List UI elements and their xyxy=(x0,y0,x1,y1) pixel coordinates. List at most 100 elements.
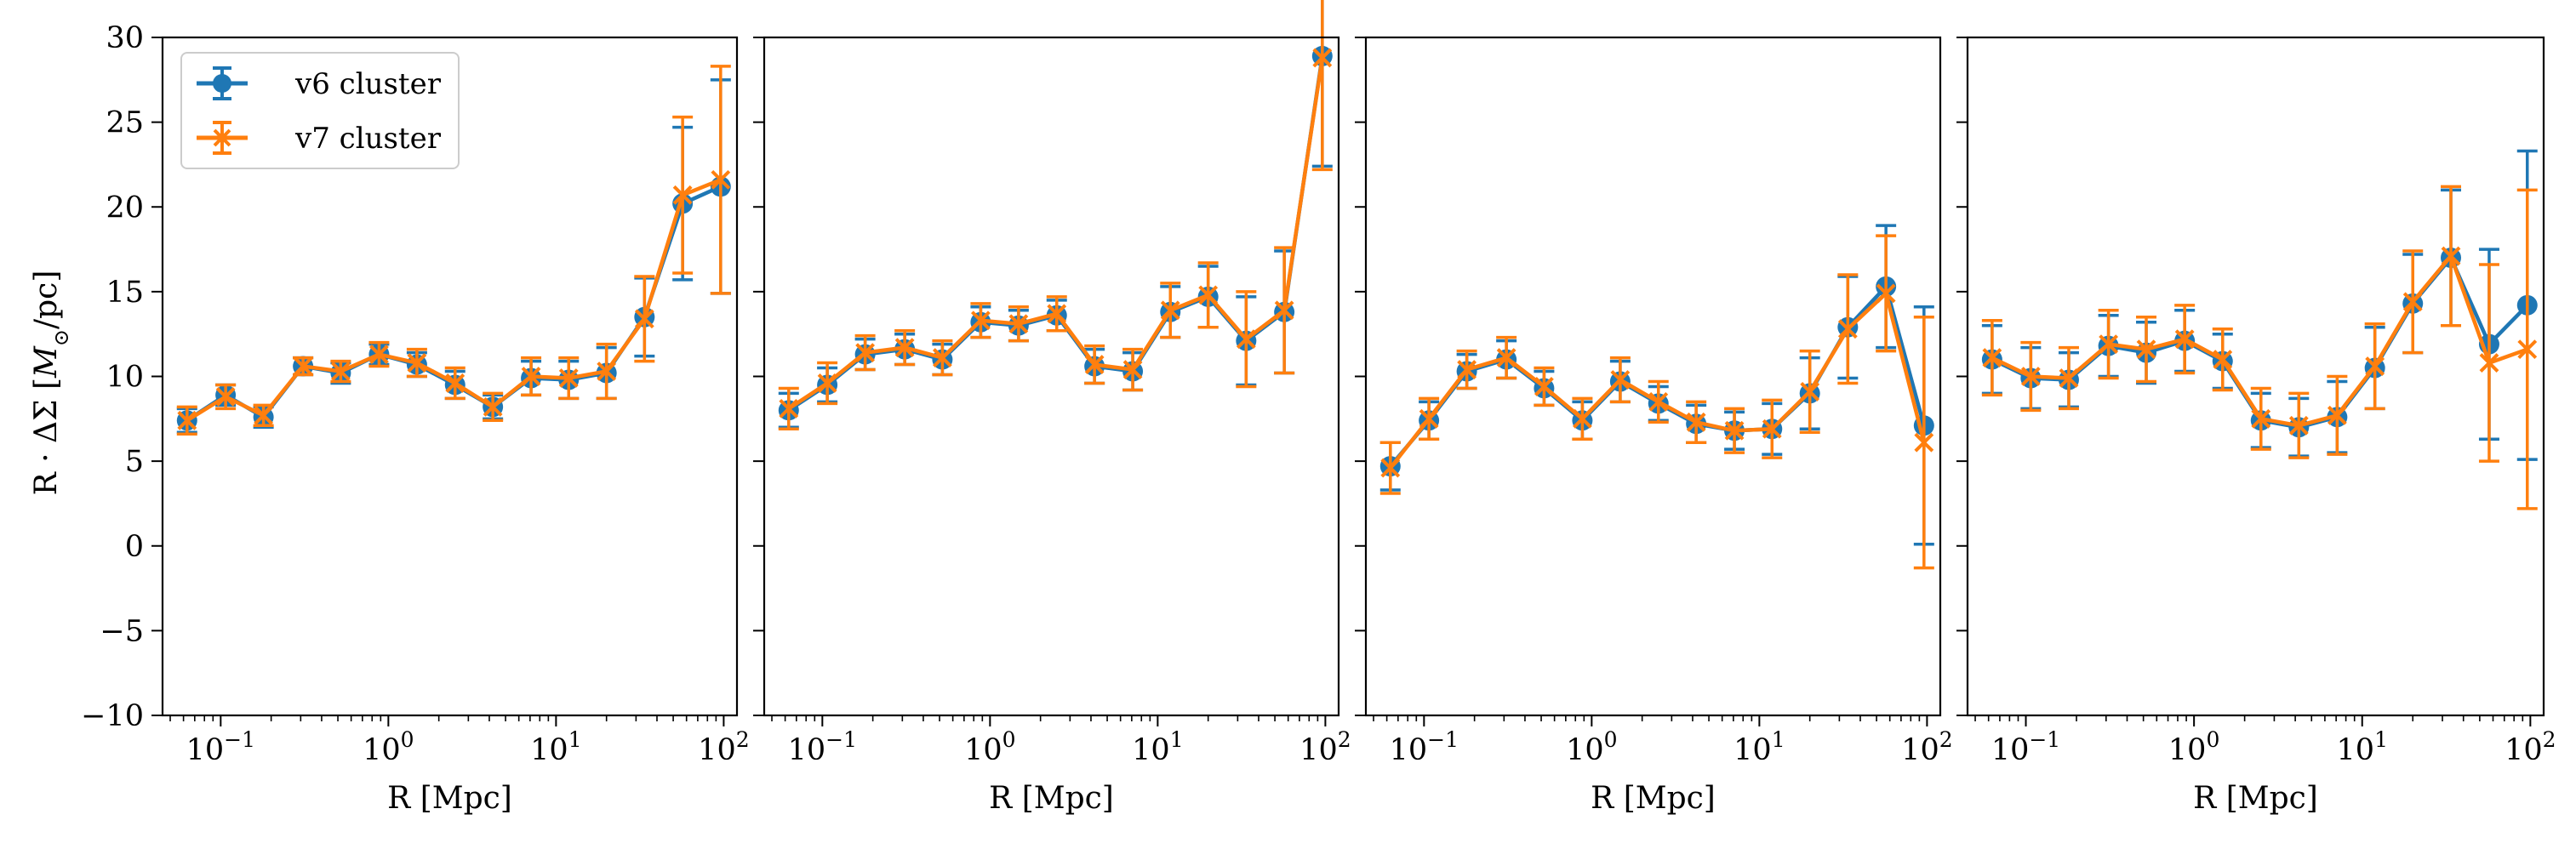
x-tick-label: 101 xyxy=(1132,727,1183,767)
data-point-x xyxy=(293,356,313,376)
series-v7 xyxy=(1981,185,2538,510)
x-tick-label: 101 xyxy=(2337,727,2388,767)
data-point-x xyxy=(2059,368,2079,388)
panel-3: 10−1 100 101 102 R [Mpc] xyxy=(1355,36,1953,816)
data-point-x xyxy=(445,373,466,393)
x-axis-label: R [Mpc] xyxy=(989,781,1114,816)
data-point-x xyxy=(1496,348,1516,367)
series-v7 xyxy=(1379,234,1934,570)
data-point-x xyxy=(368,345,389,365)
x-tick-label: 102 xyxy=(698,727,749,767)
data-point-x xyxy=(2441,246,2461,266)
data-point-x xyxy=(1312,48,1333,68)
data-point-x xyxy=(2174,329,2195,350)
data-point-x xyxy=(2251,408,2271,429)
panel-1: 10−1 100 101 102 −10 −5 0 5 10 15 20 25 30 R [Mpc] xyxy=(81,21,750,816)
legend: v6 cluster v7 cluster xyxy=(180,52,460,169)
x-tick-label: 101 xyxy=(1734,727,1785,767)
x-tick-label: 10−1 xyxy=(186,727,255,767)
data-point-x xyxy=(1800,382,1820,402)
legend-entry-v6: v6 cluster xyxy=(197,66,442,101)
x-tick-label: 100 xyxy=(964,727,1015,767)
data-point-x xyxy=(2213,350,2233,369)
data-point-x xyxy=(177,410,197,430)
data-point-x xyxy=(634,309,654,329)
y-tick-label: 30 xyxy=(106,21,144,55)
data-point-x xyxy=(1084,355,1105,374)
x-tick-label: 100 xyxy=(1566,727,1617,767)
y-tick-label: 0 xyxy=(125,530,144,564)
data-point-x xyxy=(330,362,351,381)
data-point-x xyxy=(2402,292,2423,312)
data-point-x xyxy=(2136,339,2156,360)
x-tick-label: 10−1 xyxy=(1390,727,1459,767)
data-point-x xyxy=(1762,419,1782,439)
data-point-x xyxy=(894,338,915,358)
plot-frame xyxy=(1966,36,2545,717)
data-point-x xyxy=(2365,356,2385,376)
panel-2: 10−1 100 101 102 R [Mpc] xyxy=(753,0,1351,816)
data-point-x xyxy=(1534,377,1554,396)
x-tick-label: 100 xyxy=(363,727,414,767)
data-point-x xyxy=(2517,339,2538,360)
data-point-x xyxy=(1160,300,1180,321)
data-point-x xyxy=(407,353,427,373)
plot-frame xyxy=(161,36,739,717)
data-point-x xyxy=(1008,314,1029,334)
y-axis-label-unit: M xyxy=(29,345,64,379)
data-point-x xyxy=(1876,283,1896,304)
legend-marker-circle xyxy=(213,74,231,93)
x-tick-label: 10−1 xyxy=(1991,727,2060,767)
x-tick-label: 102 xyxy=(1901,727,1952,767)
legend-frame xyxy=(180,52,460,169)
plot-frame xyxy=(1364,36,1942,717)
data-point-x xyxy=(932,348,952,367)
data-point-x xyxy=(2020,367,2041,386)
data-point-x xyxy=(1380,458,1401,478)
data-point-x xyxy=(779,398,799,419)
data-point-x xyxy=(711,169,731,190)
data-point-x xyxy=(215,386,236,407)
legend-label-v7: v7 cluster xyxy=(294,122,442,156)
x-tick-label: 101 xyxy=(530,727,581,767)
data-point-x xyxy=(855,343,876,363)
data-point-x xyxy=(1837,319,1858,339)
legend-entry-v7: v7 cluster xyxy=(197,121,442,156)
y-tick-label: 20 xyxy=(106,191,144,225)
data-point-x xyxy=(1914,432,1934,453)
plot-frame xyxy=(763,36,1340,717)
data-point-x xyxy=(970,310,991,331)
series-v7 xyxy=(778,0,1333,431)
legend-marker-x xyxy=(213,128,231,147)
x-tick-label: 10−1 xyxy=(788,727,857,767)
y-tick-label: 15 xyxy=(106,276,144,310)
y-tick-label: 10 xyxy=(106,361,144,395)
data-point-x xyxy=(483,396,503,417)
y-axis-label: R · ΔΣ [M⊙/pc] xyxy=(29,271,73,496)
y-tick-label: −10 xyxy=(81,699,144,733)
data-point-x xyxy=(2327,405,2347,425)
data-point-x xyxy=(1419,408,1439,429)
x-tick-label: 102 xyxy=(2505,727,2556,767)
data-point-x xyxy=(1236,329,1256,350)
y-axis-label-sub: ⊙ xyxy=(49,329,73,346)
data-point-x xyxy=(1686,412,1706,432)
data-point-x xyxy=(1457,360,1477,379)
data-point-x xyxy=(1610,370,1631,390)
data-point-x xyxy=(521,367,541,386)
data-point-x xyxy=(1572,408,1592,429)
data-point-x xyxy=(254,405,274,425)
data-point-x xyxy=(558,368,579,388)
panel-4: 10−1 100 101 102 R [Mpc] xyxy=(1956,36,2556,816)
data-point-x xyxy=(1724,420,1745,441)
y-tick-label: 5 xyxy=(125,445,144,479)
data-point-x xyxy=(1648,391,1669,412)
data-point-x xyxy=(817,373,837,393)
legend-label-v6: v6 cluster xyxy=(294,67,442,101)
series-v7 xyxy=(176,65,731,436)
data-point-x xyxy=(2479,353,2499,373)
x-axis-label: R [Mpc] xyxy=(1591,781,1716,816)
series-v6 xyxy=(778,0,1333,430)
